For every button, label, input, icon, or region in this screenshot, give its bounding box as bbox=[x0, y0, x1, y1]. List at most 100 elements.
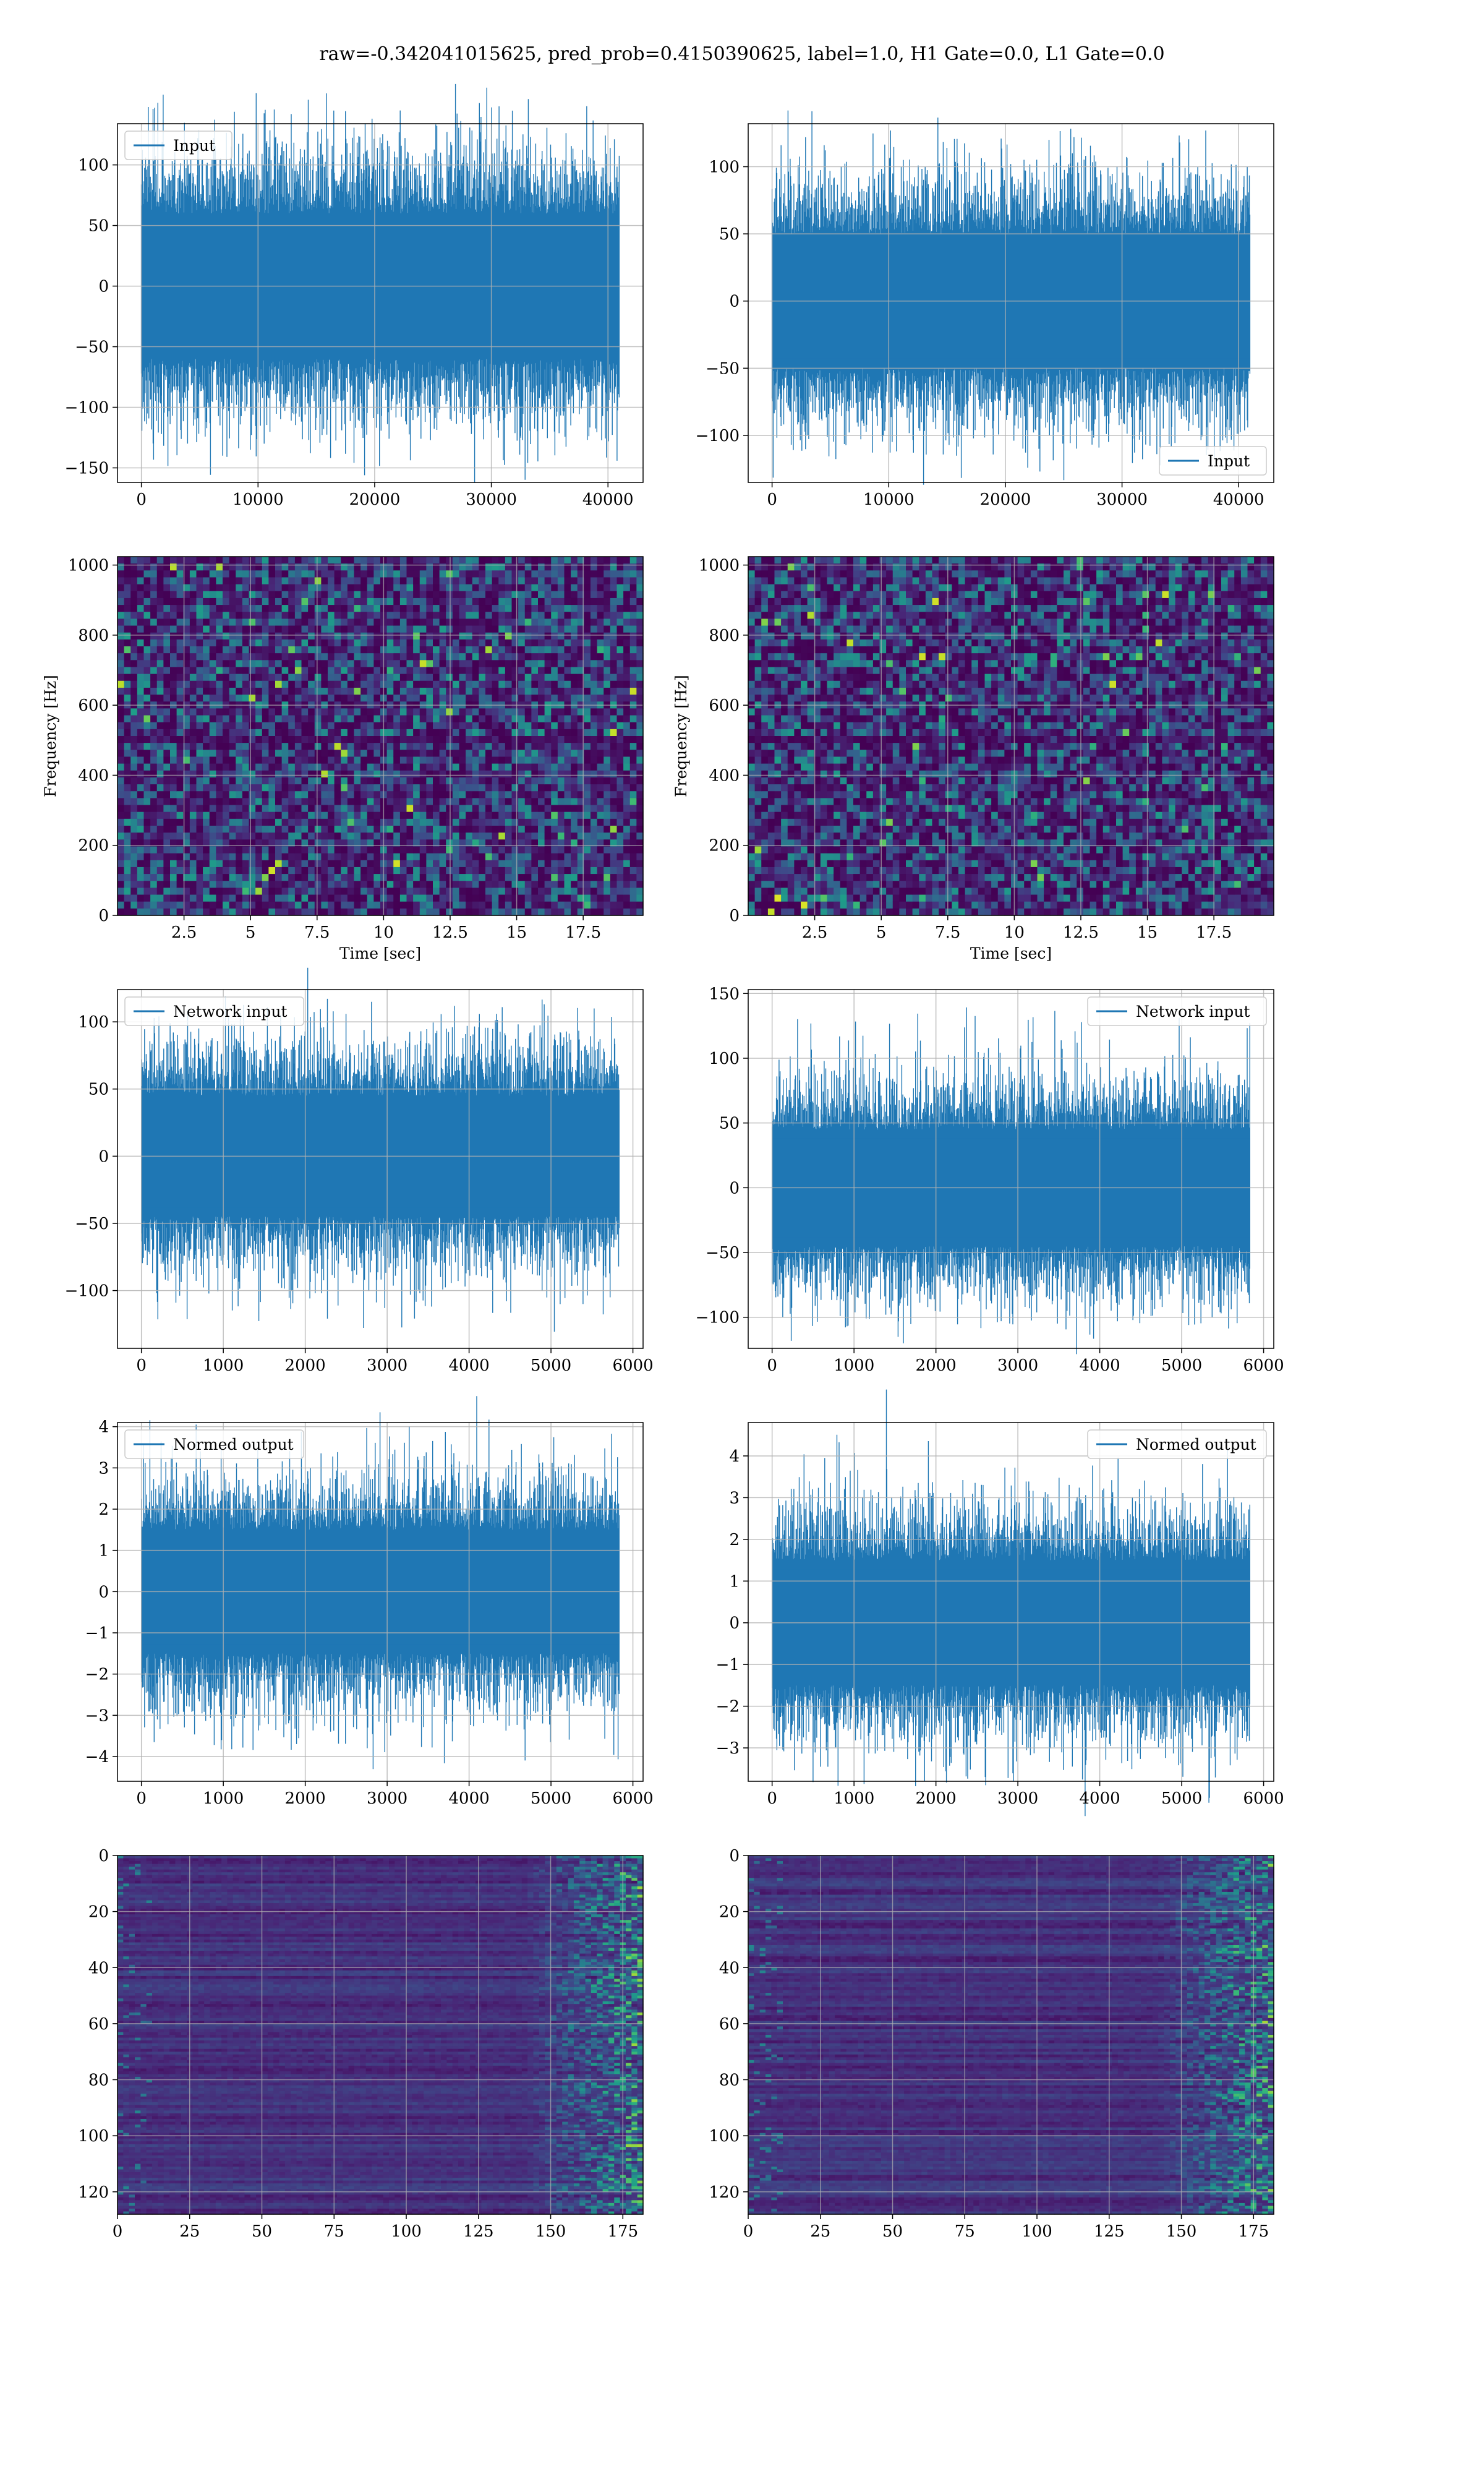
heatmap-cell bbox=[137, 625, 145, 633]
heatmap-cell bbox=[170, 833, 177, 840]
heatmap-cell bbox=[426, 680, 433, 688]
heatmap-cell bbox=[794, 632, 801, 640]
heatmap-cell bbox=[216, 867, 223, 875]
heatmap-cell bbox=[150, 777, 158, 785]
heatmap-cell bbox=[143, 632, 151, 640]
heatmap-cell bbox=[255, 729, 263, 737]
heatmap-cell bbox=[584, 687, 591, 695]
heatmap-cell bbox=[413, 557, 420, 564]
heatmap-cell bbox=[156, 584, 164, 592]
heatmap-cell bbox=[774, 660, 782, 668]
heatmap-cell bbox=[807, 756, 814, 764]
heatmap-cell bbox=[406, 894, 414, 902]
heatmap-cell bbox=[597, 839, 604, 847]
heatmap-cell bbox=[577, 618, 584, 627]
heatmap-cell bbox=[216, 901, 223, 909]
heatmap-cell bbox=[419, 784, 427, 792]
heatmap-cell bbox=[341, 653, 348, 661]
heatmap-cell bbox=[511, 853, 519, 861]
heatmap-cell bbox=[413, 777, 420, 785]
heatmap-cell bbox=[518, 756, 526, 764]
heatmap-cell bbox=[524, 833, 532, 840]
heatmap-cell bbox=[748, 784, 756, 792]
heatmap-cell bbox=[485, 833, 493, 840]
heatmap-cell bbox=[767, 708, 775, 716]
heatmap-cell bbox=[564, 798, 571, 806]
heatmap-cell bbox=[236, 667, 243, 675]
heatmap-cell bbox=[531, 591, 539, 599]
heatmap-cell bbox=[439, 597, 446, 606]
heatmap-cell bbox=[498, 653, 506, 661]
heatmap-cell bbox=[591, 770, 598, 778]
heatmap-cell bbox=[485, 756, 493, 764]
heatmap-cell bbox=[347, 612, 355, 619]
heatmap-cell bbox=[538, 687, 545, 695]
heatmap-cell bbox=[130, 646, 138, 654]
heatmap-cell bbox=[117, 584, 125, 592]
heatmap-cell bbox=[176, 639, 184, 647]
heatmap-cell bbox=[255, 612, 263, 619]
heatmap-cell bbox=[610, 833, 618, 840]
heatmap-cell bbox=[452, 708, 460, 716]
heatmap-cell bbox=[787, 908, 795, 916]
heatmap-cell bbox=[393, 722, 401, 730]
heatmap-cell bbox=[176, 839, 184, 847]
heatmap-cell bbox=[564, 639, 571, 647]
heatmap-cell bbox=[446, 784, 453, 792]
heatmap-cell bbox=[209, 646, 216, 654]
heatmap-cell bbox=[433, 750, 440, 758]
heatmap-cell bbox=[189, 680, 197, 688]
heatmap-cell bbox=[446, 708, 453, 716]
heatmap-cell bbox=[386, 729, 394, 737]
heatmap-cell bbox=[774, 653, 782, 661]
heatmap-cell bbox=[557, 660, 565, 668]
heatmap-cell bbox=[189, 625, 197, 633]
heatmap-cell bbox=[761, 833, 769, 840]
heatmap-cell bbox=[176, 708, 184, 716]
heatmap-cell bbox=[767, 605, 775, 612]
heatmap-cell bbox=[189, 597, 197, 606]
heatmap-cell bbox=[321, 888, 328, 896]
heatmap-cell bbox=[623, 743, 631, 750]
heatmap-cell bbox=[820, 860, 828, 868]
heatmap-cell bbox=[163, 750, 171, 758]
heatmap-cell bbox=[176, 846, 184, 854]
heatmap-cell bbox=[413, 708, 420, 716]
heatmap-cell bbox=[571, 750, 578, 758]
heatmap-cell bbox=[124, 908, 131, 916]
heatmap-cell bbox=[386, 818, 394, 826]
heatmap-cell bbox=[229, 743, 236, 750]
heatmap-cell bbox=[557, 715, 565, 723]
heatmap-cell bbox=[524, 777, 532, 785]
heatmap-cell bbox=[754, 901, 762, 909]
heatmap-cell bbox=[124, 784, 131, 792]
heatmap-cell bbox=[629, 660, 637, 668]
heatmap-cell bbox=[386, 632, 394, 640]
heatmap-cell bbox=[518, 729, 526, 737]
heatmap-cell bbox=[807, 784, 814, 792]
heatmap-cell bbox=[367, 687, 374, 695]
heatmap-cell bbox=[748, 881, 756, 888]
heatmap-cell bbox=[314, 653, 322, 661]
heatmap-cell bbox=[255, 646, 263, 654]
heatmap-cell bbox=[124, 632, 131, 640]
heatmap-cell bbox=[275, 826, 283, 833]
heatmap-cell bbox=[216, 695, 223, 702]
heatmap-cell bbox=[341, 667, 348, 675]
heatmap-cell bbox=[524, 826, 532, 833]
heatmap-cell bbox=[314, 743, 322, 750]
heatmap-cell bbox=[143, 770, 151, 778]
heatmap-cell bbox=[511, 901, 519, 909]
heatmap-cell bbox=[223, 826, 230, 833]
heatmap-cell bbox=[629, 584, 637, 592]
heatmap-cell bbox=[492, 708, 499, 716]
heatmap-cell bbox=[485, 839, 493, 847]
heatmap-cell bbox=[472, 881, 479, 888]
heatmap-cell bbox=[163, 743, 171, 750]
heatmap-cell bbox=[479, 798, 486, 806]
heatmap-cell bbox=[459, 687, 466, 695]
heatmap-cell bbox=[492, 874, 499, 881]
heatmap-cell bbox=[426, 818, 433, 826]
heatmap-cell bbox=[419, 901, 427, 909]
heatmap-cell bbox=[623, 646, 631, 654]
